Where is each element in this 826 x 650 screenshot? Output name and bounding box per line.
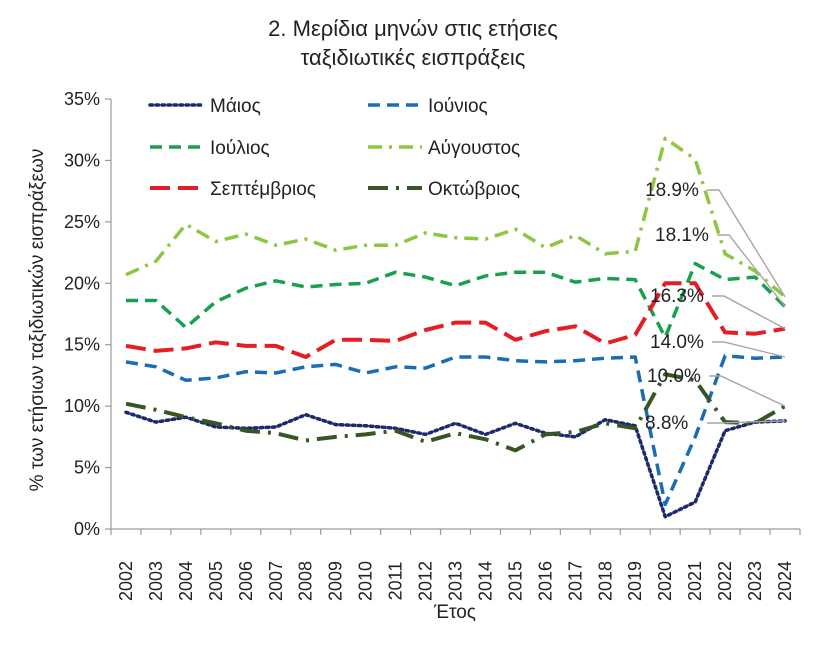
x-tick-label: 2012	[416, 561, 436, 601]
x-tick-label: 2024	[775, 561, 795, 601]
callout-leader-line	[709, 375, 786, 407]
callout-label: 8.8%	[645, 413, 688, 434]
x-tick-label: 2005	[206, 561, 226, 601]
y-tick-label: 10%	[64, 396, 100, 416]
legend: Μάιος Ιούνιος Ιούλιος Αύγουστος Σεπτέμβριος Ο…	[148, 96, 520, 200]
series-line	[125, 136, 787, 299]
x-tick-label: 2002	[116, 561, 136, 601]
series-line	[125, 372, 786, 453]
x-tick-label: 2013	[446, 561, 466, 601]
callout-label: 16.3%	[650, 286, 704, 307]
x-axis-title: Έτος	[433, 602, 476, 623]
x-tick-label: 2014	[475, 561, 495, 601]
x-tick-label: 2023	[745, 561, 765, 601]
y-tick-label: 20%	[64, 273, 100, 293]
series-line	[124, 410, 787, 519]
callout-leader-line	[717, 234, 786, 308]
callout-label: 14.0%	[650, 332, 704, 353]
x-tick-label: 2010	[356, 561, 376, 601]
x-tick-label: 2006	[236, 561, 256, 601]
y-tick-label: 25%	[64, 212, 100, 232]
callout-label: 10.0%	[647, 366, 701, 387]
x-tick-label: 2022	[715, 561, 735, 601]
legend-label: Οκτώβριος	[428, 179, 520, 200]
x-axis: 2002 2003 2004 2005 2006 2007 2008 2009 2010 2011…	[110, 528, 801, 601]
chart-title-line-2: ταξιδιωτικές εισπράξεις	[301, 45, 526, 70]
callout-leader-line	[712, 295, 786, 330]
legend-label: Ιούνιος	[428, 96, 488, 117]
x-tick-label: 2020	[655, 561, 675, 601]
x-tick-label: 2003	[146, 561, 166, 601]
y-tick-label: 30%	[64, 150, 100, 170]
callout-leader-line	[712, 341, 786, 358]
series-layer	[124, 136, 787, 519]
callout-leader-line	[707, 420, 786, 424]
x-tick-label: 2019	[625, 561, 645, 601]
series-line	[126, 261, 787, 340]
y-tick-label: 5%	[74, 458, 100, 478]
legend-label: Αύγουστος	[428, 138, 520, 159]
chart-title-line-1: 2. Μερίδια μηνών στις ετήσιες	[268, 16, 558, 41]
x-tick-label: 2004	[176, 561, 196, 601]
legend-label: Σεπτέμβριος	[210, 179, 316, 200]
y-tick-label: 0%	[74, 519, 100, 539]
y-axis: 0% 5% 10% 15% 20% 25% 30% 35%	[64, 89, 112, 539]
x-tick-label: 2018	[595, 561, 615, 601]
x-tick-label: 2021	[685, 561, 705, 601]
y-tick-label: 15%	[64, 335, 100, 355]
series-line	[125, 354, 786, 507]
x-tick-label: 2016	[535, 561, 555, 601]
callout-label: 18.1%	[655, 225, 709, 246]
chart-title: 2. Μερίδια μηνών στις ετήσιες ταξιδιωτικ…	[268, 16, 558, 70]
x-tick-label: 2008	[296, 561, 316, 601]
y-axis-title: % των ετήσιων ταξιδιωτικών εισπράξεων	[27, 149, 48, 492]
x-tick-label: 2009	[326, 561, 346, 601]
callout-label: 18.9%	[645, 180, 699, 201]
x-tick-label: 2017	[565, 561, 585, 601]
x-tick-label: 2011	[386, 562, 406, 601]
callout-leader-line	[707, 189, 786, 298]
series-line	[125, 281, 786, 359]
x-tick-label: 2015	[505, 561, 525, 601]
x-tick-label: 2007	[266, 561, 286, 601]
y-tick-label: 35%	[64, 89, 100, 109]
legend-label: Ιούλιος	[210, 138, 270, 159]
legend-label: Μάιος	[210, 96, 261, 117]
callout-layer: 18.9% 18.1% 16.3% 14.0% 10.0% 8.8%	[645, 180, 786, 434]
